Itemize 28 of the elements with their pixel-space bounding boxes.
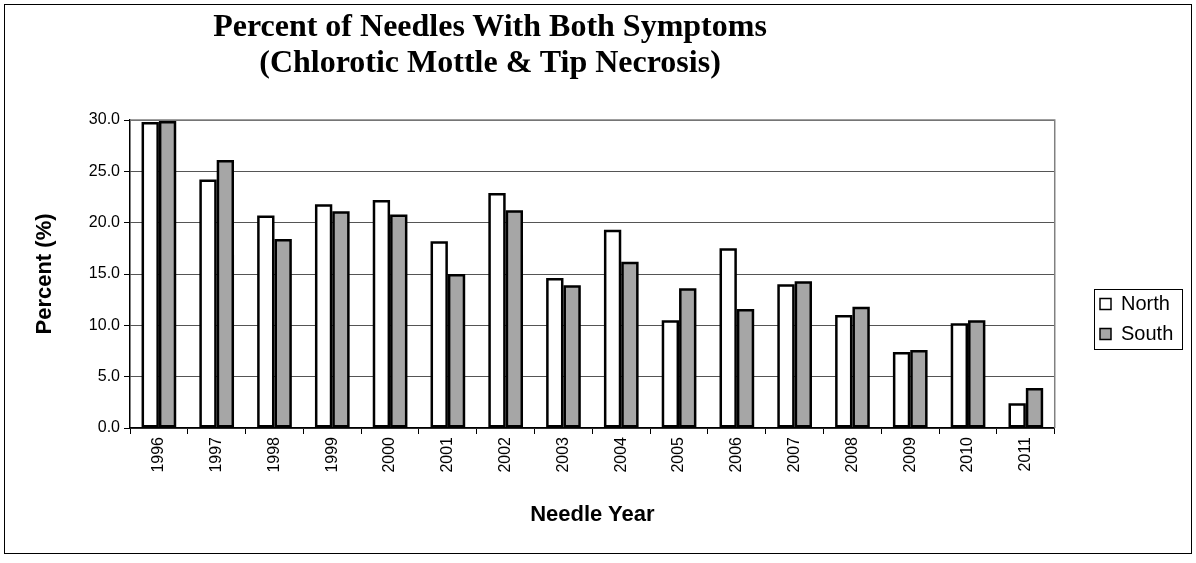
y-tick-label: 10.0 — [88, 315, 121, 333]
x-tick-label: 2004 — [611, 436, 629, 473]
x-tick-label: 2009 — [900, 436, 918, 473]
y-tick-label: 30.0 — [88, 110, 121, 128]
x-tick-label: 2007 — [785, 436, 803, 473]
y-tick-label: 0.0 — [97, 418, 121, 436]
legend-label: South — [1121, 321, 1174, 344]
y-tick-label: 15.0 — [88, 264, 121, 282]
x-tick-label: 1996 — [149, 436, 167, 473]
x-tick-label: 2001 — [438, 436, 456, 473]
chart-title: Percent of Needles With Both Symptoms (Chlorotic Mottle & Tip Necrosis) — [213, 7, 767, 80]
x-axis-title: Needle Year — [530, 500, 655, 526]
x-tick-label: 2010 — [958, 436, 976, 473]
x-tick-label: 1998 — [264, 436, 282, 473]
x-tick-label: 2005 — [669, 436, 687, 473]
x-tick-label: 2000 — [380, 436, 398, 473]
y-axis-title: Percent (%) — [31, 213, 57, 335]
legend-label: North — [1121, 291, 1170, 314]
x-tick-label: 2002 — [496, 436, 514, 473]
x-tick-label: 1999 — [322, 436, 340, 473]
x-tick-label: 1997 — [207, 436, 225, 473]
x-tick-label: 2003 — [553, 436, 571, 473]
y-tick-label: 5.0 — [97, 367, 121, 385]
y-tick-label: 20.0 — [88, 213, 121, 231]
y-tick-label: 25.0 — [88, 161, 121, 179]
x-tick-label: 2011 — [1016, 436, 1034, 472]
x-tick-label: 2006 — [727, 436, 745, 473]
x-tick-label: 2008 — [842, 436, 860, 473]
